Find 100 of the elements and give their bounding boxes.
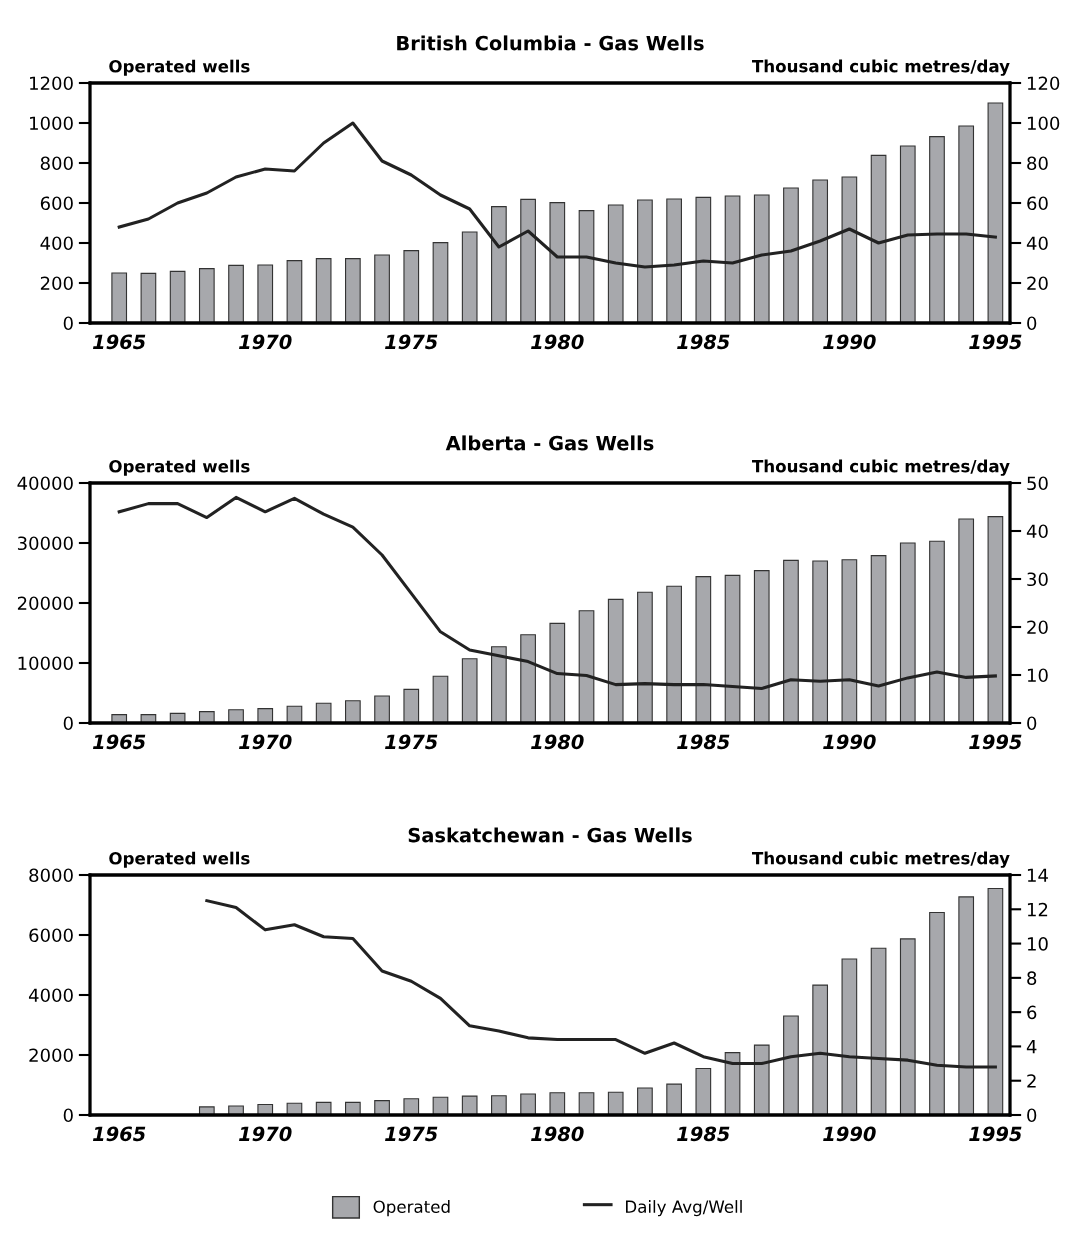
bar [812, 560, 829, 723]
y2-tick-label: 120 [1027, 76, 1060, 91]
y2-tick-label: 0 [1027, 716, 1037, 731]
bar [403, 688, 420, 723]
bar [520, 634, 536, 723]
bar [812, 984, 829, 1115]
bar [578, 210, 595, 323]
line-series [205, 899, 997, 1069]
y2-tick-label: 40 [1026, 524, 1048, 539]
x-tick-label: 1985 [677, 334, 730, 350]
bar [695, 576, 712, 723]
bar [958, 125, 975, 323]
chart-title: British Columbia - Gas Wells [397, 35, 704, 51]
bar [637, 1087, 653, 1115]
bar [374, 695, 390, 723]
bar [228, 709, 244, 723]
y2-tick-label: 40 [1026, 236, 1048, 251]
y-tick-label: 600 [40, 196, 73, 211]
y-tick-label: 2000 [29, 1048, 73, 1063]
x-tick-label: 1990 [823, 1126, 876, 1142]
bar [870, 947, 887, 1115]
legend-label: Daily Avg/Well [626, 1200, 742, 1217]
bar [899, 938, 916, 1115]
y-tick-label: 10000 [18, 656, 73, 671]
bar [198, 1106, 215, 1115]
bar [783, 1015, 799, 1115]
bar [257, 708, 274, 723]
bar [607, 598, 624, 723]
bar [549, 1092, 566, 1115]
bar [637, 591, 653, 723]
x-tick-label: 1985 [677, 734, 730, 750]
line-series [117, 495, 997, 690]
y-tick-label: 8000 [29, 868, 73, 883]
x-tick-label: 1980 [531, 1126, 584, 1142]
bar [432, 242, 449, 323]
bar [899, 145, 916, 323]
bar [286, 260, 303, 323]
bar [491, 206, 507, 323]
y-tick-label: 0 [63, 316, 73, 331]
chart-title: Alberta - Gas Wells [445, 435, 654, 451]
bar [140, 714, 157, 723]
y-tick-label: 40000 [17, 476, 73, 491]
bar [578, 610, 595, 723]
chart-title: Saskatchewan - Gas Wells [408, 827, 692, 843]
line-series [117, 121, 997, 269]
bar [111, 272, 128, 323]
bar [812, 179, 829, 323]
bar [666, 198, 682, 323]
bar [958, 518, 975, 723]
bar [841, 559, 858, 723]
bar [345, 258, 361, 323]
x-tick-label: 1965 [92, 334, 146, 350]
y2-tick-label: 2 [1027, 1074, 1036, 1088]
bar [929, 540, 945, 723]
y2-tick-label: 0 [1027, 1108, 1037, 1123]
y2-tick-label: 20 [1027, 276, 1048, 291]
bar [753, 1044, 770, 1115]
bar [753, 570, 770, 723]
y2-axis-title: Thousand cubic metres/day [752, 851, 1010, 868]
x-tick-label: 1985 [677, 1126, 730, 1142]
bar [637, 199, 653, 323]
x-tick-label: 1970 [239, 1126, 292, 1142]
x-tick-label: 1995 [969, 734, 1022, 750]
x-tick-label: 1995 [969, 334, 1022, 350]
y2-tick-label: 10 [1027, 937, 1048, 951]
y2-tick-label: 4 [1026, 1040, 1037, 1054]
x-tick-label: 1990 [823, 734, 876, 750]
x-tick-label: 1975 [385, 734, 438, 750]
bar [198, 711, 215, 723]
y2-axis-title: Thousand cubic metres/day [752, 59, 1010, 76]
x-tick-label: 1970 [239, 334, 292, 350]
y-tick-label: 1000 [30, 116, 73, 131]
bar [549, 202, 566, 323]
bar [870, 154, 887, 323]
bar [461, 1095, 478, 1115]
bar [315, 702, 332, 723]
bar [169, 712, 186, 723]
bar [315, 1101, 332, 1115]
bar [753, 194, 770, 323]
y2-tick-label: 50 [1027, 476, 1048, 491]
bar [491, 1095, 507, 1115]
y-tick-label: 0 [63, 716, 73, 731]
y2-tick-label: 100 [1027, 116, 1060, 131]
y-axis-title: Operated wells [109, 59, 250, 76]
bar [929, 136, 945, 323]
y-tick-label: 0 [63, 1108, 73, 1123]
x-tick-label: 1975 [385, 1126, 438, 1142]
bar [403, 1098, 420, 1115]
bar [783, 187, 799, 323]
y2-tick-label: 14 [1027, 868, 1048, 882]
bar [140, 272, 157, 323]
bar [432, 675, 449, 723]
bar [403, 250, 420, 323]
bar [169, 270, 186, 323]
legend-label: Operated [373, 1200, 450, 1217]
bar [520, 1093, 536, 1115]
y-tick-label: 400 [40, 236, 73, 251]
bar [198, 268, 215, 323]
y2-tick-label: 20 [1027, 620, 1048, 635]
bar [228, 264, 244, 323]
